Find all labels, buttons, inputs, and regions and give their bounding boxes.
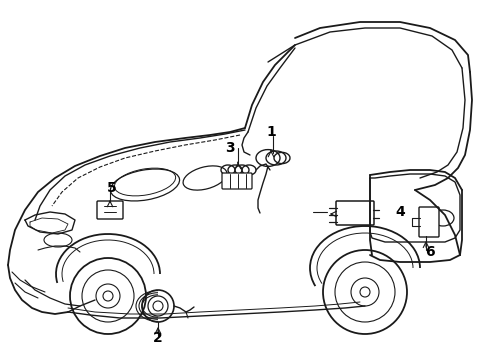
Text: 3: 3 xyxy=(225,141,234,155)
Text: 1: 1 xyxy=(265,125,275,139)
Text: 5: 5 xyxy=(107,181,117,195)
Text: 6: 6 xyxy=(425,245,434,259)
FancyBboxPatch shape xyxy=(222,173,251,189)
Text: 2: 2 xyxy=(153,331,163,345)
FancyBboxPatch shape xyxy=(335,201,373,225)
Text: 4: 4 xyxy=(394,205,404,219)
FancyBboxPatch shape xyxy=(418,207,438,237)
FancyBboxPatch shape xyxy=(97,201,123,219)
